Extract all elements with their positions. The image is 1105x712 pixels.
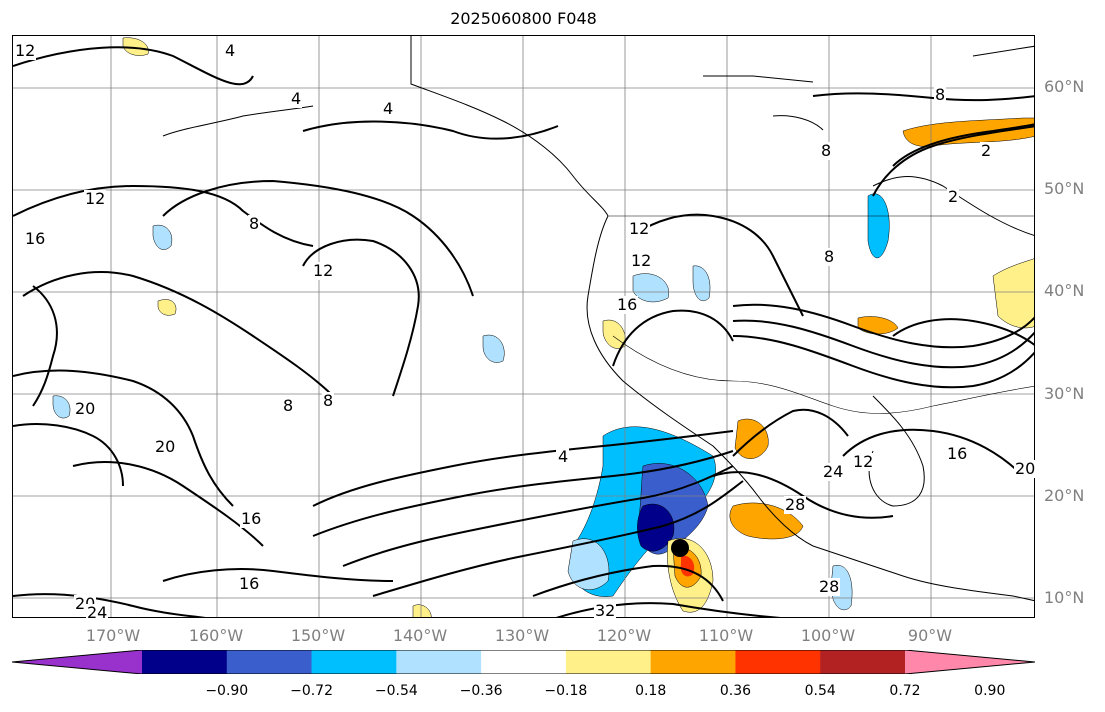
contour-label: 2 — [947, 187, 960, 206]
lat-label-10n: 10°N — [1044, 588, 1085, 607]
lon-label-100w: 100°W — [800, 626, 856, 645]
lon-label-170w: 170°W — [85, 626, 141, 645]
colorbar-extend-max — [905, 650, 1035, 674]
contour-label: 4 — [382, 99, 395, 118]
contour-label: 8 — [248, 214, 261, 233]
colorbar-segment — [481, 650, 567, 674]
contour-label: 16 — [616, 295, 639, 314]
colorbar-segment — [820, 650, 906, 674]
contour-label: 8 — [322, 391, 335, 410]
lon-label-90w: 90°W — [907, 626, 953, 645]
colorbar-extend-min — [12, 650, 142, 674]
colorbar-tick-label: −0.72 — [290, 683, 333, 699]
lon-label-160w: 160°W — [188, 626, 244, 645]
map-panel[interactable] — [12, 35, 1035, 618]
lon-label-110w: 110°W — [698, 626, 754, 645]
colorbar-tick-label: 0.18 — [635, 683, 667, 699]
contour-label: 12 — [630, 251, 653, 270]
colorbar-tick-label: 0.36 — [719, 683, 752, 699]
contour-label: 2 — [980, 141, 993, 160]
contour-label: 16 — [24, 229, 47, 248]
colorbar-tick-label: −0.18 — [544, 683, 588, 699]
contour-label: 4 — [557, 447, 570, 466]
coastlines — [162, 36, 1034, 602]
colorbar-tick-label: −0.90 — [205, 683, 249, 699]
contour-label: 24 — [86, 603, 109, 622]
lon-label-140w: 140°W — [392, 626, 448, 645]
contour-label: 8 — [282, 396, 295, 415]
contour-label: 16 — [238, 574, 261, 593]
shade-yellow-c — [122, 37, 149, 56]
shade-lightblue-d — [152, 224, 173, 250]
lon-label-130w: 130°W — [494, 626, 550, 645]
shade-lightblue-b — [867, 193, 890, 259]
colorbar-segment — [396, 650, 482, 674]
contour-label: 12 — [628, 219, 651, 238]
lon-label-150w: 150°W — [290, 626, 346, 645]
contour-label: 24 — [822, 462, 845, 481]
contour-label: 12 — [852, 452, 875, 471]
colorbar-tick-label: −0.54 — [374, 683, 418, 699]
colorbar-segment — [565, 650, 652, 674]
colorbar — [12, 650, 1035, 674]
contour-label: 4 — [290, 89, 303, 108]
map-title: 2025060800 F048 — [450, 9, 597, 28]
contour-label: 12 — [84, 189, 107, 208]
shade-lightblue-c — [632, 273, 670, 303]
lat-label-60n: 60°N — [1044, 77, 1085, 96]
lat-label-30n: 30°N — [1044, 384, 1085, 403]
contour-label: 8 — [823, 247, 836, 266]
colorbar-tick-label: −0.36 — [459, 683, 503, 699]
colorbar-segment — [226, 650, 313, 674]
contour-label: 4 — [224, 41, 237, 60]
colorbar-tick-label: 0.72 — [889, 683, 921, 699]
lat-label-40n: 40°N — [1044, 281, 1085, 300]
storm-center-marker — [671, 539, 689, 557]
graticule — [13, 36, 1034, 617]
contour-label: 8 — [820, 141, 833, 160]
colorbar-tick-label: 0.90 — [974, 683, 1006, 699]
colorbar-tick-label: 0.54 — [804, 683, 836, 699]
shade-orange-e — [902, 117, 1034, 147]
lat-label-20n: 20°N — [1044, 486, 1085, 505]
contour-label: 12 — [14, 41, 37, 60]
shade-yellow-b — [992, 258, 1034, 329]
contour-label: 20 — [1014, 459, 1037, 478]
contour-label: 20 — [74, 399, 97, 418]
colorbar-segment — [650, 650, 736, 674]
shade-lightblue-g — [52, 395, 71, 419]
contour-label: 28 — [784, 495, 807, 514]
contour-label: 8 — [934, 85, 947, 104]
shade-lightblue-f — [482, 334, 505, 363]
contour-label: 12 — [312, 261, 335, 280]
contour-label: 16 — [946, 444, 969, 463]
contour-label: 16 — [240, 509, 263, 528]
lat-label-50n: 50°N — [1044, 179, 1085, 198]
contour-label: 20 — [154, 437, 177, 456]
shade-yellow-a — [857, 316, 899, 335]
contour-label: 32 — [594, 601, 617, 620]
contour-lines — [13, 46, 1034, 617]
shaded-field-negative — [52, 193, 890, 611]
contour-label: 28 — [818, 577, 841, 596]
shade-lightblue-h — [692, 265, 711, 302]
shade-yellow-d — [157, 299, 177, 316]
shade-yellow-f — [412, 604, 432, 617]
map-canvas — [13, 36, 1034, 617]
colorbar-segment — [311, 650, 397, 674]
shaded-field-positive — [122, 37, 1034, 617]
lon-label-120w: 120°W — [596, 626, 652, 645]
colorbar-segment — [735, 650, 821, 674]
colorbar-segment — [142, 650, 228, 674]
